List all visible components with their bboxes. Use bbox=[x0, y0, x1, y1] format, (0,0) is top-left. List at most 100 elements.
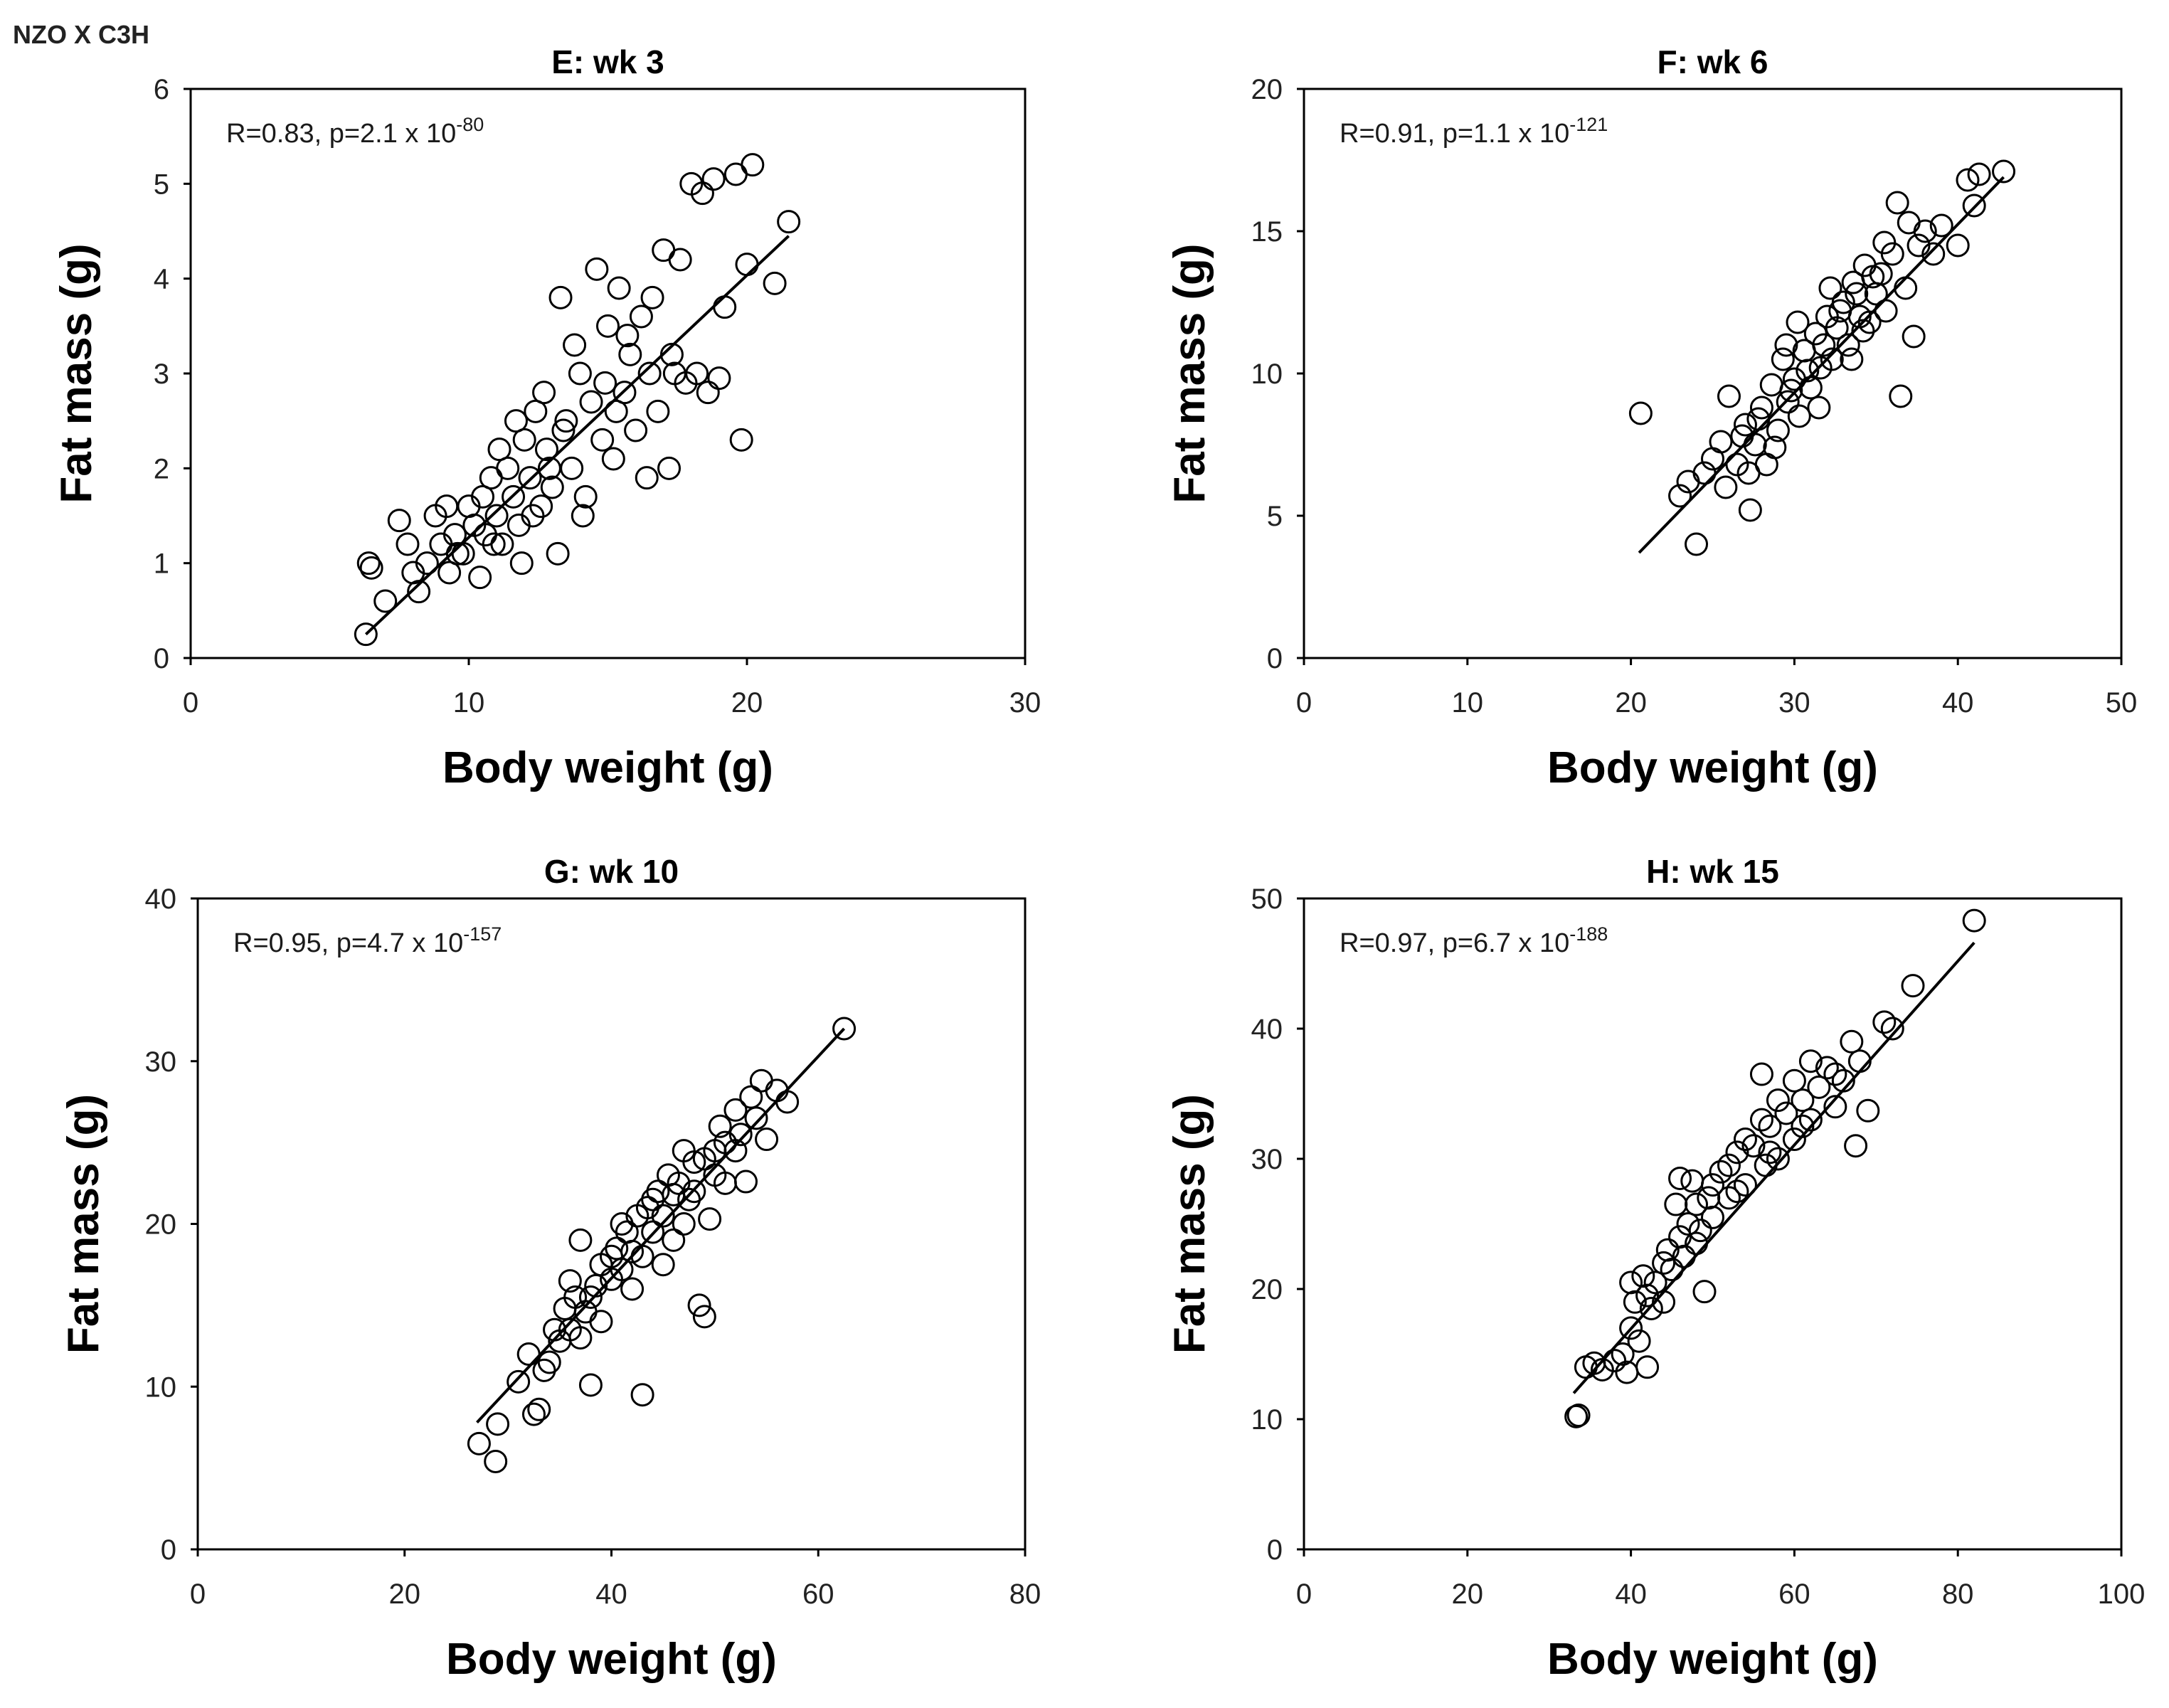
panel-f-xlabel: Body weight (g) bbox=[1547, 743, 1878, 792]
panel-h-data-point bbox=[1782, 1128, 1806, 1152]
panel-h-data-point bbox=[1880, 1017, 1904, 1041]
panel-f-data-point bbox=[1730, 424, 1754, 448]
panel-f-plot-frame bbox=[1303, 87, 2123, 659]
panel-g-annotation-exponent: -157 bbox=[463, 923, 502, 945]
panel-g-xtick-label: 40 bbox=[595, 1579, 627, 1610]
panel-f-data-point bbox=[1921, 242, 1946, 266]
panel-e-data-point bbox=[354, 622, 378, 647]
panel-h-data-point bbox=[1685, 1192, 1709, 1216]
panel-h-data-point bbox=[1798, 1049, 1823, 1073]
panel-e-ytick-label: 3 bbox=[154, 359, 169, 390]
panel-h-data-point bbox=[1680, 1169, 1704, 1193]
panel-h-data-point bbox=[1660, 1258, 1684, 1282]
panel-h-data-point bbox=[1688, 1219, 1712, 1243]
panel-h-data-point bbox=[1631, 1264, 1655, 1288]
panel-e-data-point bbox=[359, 556, 383, 580]
panel-e-data-point bbox=[652, 238, 676, 262]
panel-h-data-point bbox=[1627, 1329, 1651, 1353]
panel-e-data-point bbox=[777, 210, 801, 234]
panel-h-data-point bbox=[1962, 908, 1986, 933]
panel-g-data-point bbox=[568, 1326, 593, 1350]
panel-f-data-point bbox=[1820, 347, 1844, 371]
panel-g-data-point bbox=[708, 1114, 732, 1138]
panel-g-xtick-label: 0 bbox=[190, 1579, 206, 1610]
panel-h-data-point bbox=[1774, 1101, 1798, 1125]
panel-f-data-point bbox=[1897, 211, 1921, 235]
panel-f-data-point bbox=[1746, 407, 1771, 431]
panel-e-title: E: wk 3 bbox=[551, 43, 664, 80]
panel-g-data-point bbox=[749, 1068, 773, 1093]
panel-h-data-point bbox=[1619, 1316, 1643, 1340]
panel-f-data-point bbox=[1738, 498, 1762, 522]
panel-h-data-point bbox=[1668, 1166, 1692, 1190]
panel-h-data-point bbox=[1733, 1173, 1757, 1197]
panel-e-data-point bbox=[607, 276, 631, 300]
panel-e-data-point bbox=[596, 314, 620, 338]
panel-h-data-point bbox=[1635, 1355, 1660, 1379]
panel-g-data-point bbox=[507, 1369, 531, 1394]
panel-f-ytick-label: 5 bbox=[1267, 501, 1283, 532]
panel-e-xtick-label: 20 bbox=[731, 687, 763, 718]
panel-f-data-point bbox=[1929, 213, 1953, 238]
panel-e-data-point bbox=[604, 399, 628, 423]
panel-f-data-point bbox=[1825, 316, 1849, 340]
panel-f-title: F: wk 6 bbox=[1658, 43, 1768, 80]
panel-e-data-point bbox=[484, 504, 509, 528]
panel-g-ytick-label: 20 bbox=[145, 1209, 177, 1241]
panel-f-data-point bbox=[1874, 299, 1898, 323]
panel-h-data-point bbox=[1823, 1095, 1847, 1119]
panel-f-data-point bbox=[1851, 319, 1875, 343]
panel-h-xtick-label: 80 bbox=[1942, 1579, 1974, 1610]
panel-f-data-point bbox=[1714, 475, 1738, 499]
panel-f-data-point bbox=[1807, 396, 1831, 420]
panel-f-data-point bbox=[1786, 310, 1810, 334]
panel-f-data-point bbox=[1956, 168, 1980, 192]
panel-e-data-point bbox=[401, 561, 425, 585]
panel-e-data-point bbox=[532, 381, 556, 405]
panel-g-xtick-label: 80 bbox=[1009, 1579, 1041, 1610]
panel-f-data-point bbox=[1872, 230, 1897, 255]
panel-h-data-point bbox=[1685, 1231, 1709, 1256]
panel-h-data-point bbox=[1692, 1280, 1717, 1304]
panel-f-xtick-label: 30 bbox=[1778, 687, 1810, 718]
panel-e-data-point bbox=[729, 428, 753, 452]
panel-e-annotation-exponent: -80 bbox=[456, 114, 484, 135]
panel-f-data-point bbox=[1885, 191, 1909, 215]
panel-e-data-point bbox=[640, 285, 664, 309]
panel-h-plot-frame bbox=[1303, 897, 2123, 1551]
panel-e-data-point bbox=[502, 484, 526, 509]
panel-h-data-point bbox=[1717, 1186, 1741, 1210]
panel-f-data-point bbox=[1733, 413, 1757, 437]
panel-h-data-point bbox=[1872, 1010, 1897, 1034]
panel-g-data-point bbox=[723, 1098, 748, 1122]
panel-e-data-point bbox=[551, 418, 576, 442]
panel-e-data-point bbox=[593, 371, 617, 395]
panel-h-data-point bbox=[1619, 1271, 1643, 1295]
panel-h-xtick-label: 40 bbox=[1615, 1579, 1647, 1610]
panel-h-ytick-label: 10 bbox=[1251, 1404, 1283, 1436]
panel-e-data-point bbox=[435, 494, 459, 519]
panel-f-xtick-label: 20 bbox=[1615, 687, 1647, 718]
panel-e-data-point bbox=[482, 532, 506, 556]
panel-h-ytick-label: 30 bbox=[1251, 1144, 1283, 1175]
panel-h-data-point bbox=[1717, 1153, 1741, 1177]
panel-g-ytick-label: 30 bbox=[145, 1046, 177, 1078]
panel-f-data-point bbox=[1771, 347, 1795, 371]
panel-h-data-point bbox=[1758, 1114, 1782, 1138]
panel-e-data-point bbox=[521, 504, 545, 528]
panel-f-data-point bbox=[1796, 359, 1820, 383]
panel-g-data-point bbox=[630, 1383, 654, 1407]
panel-f-data-point bbox=[1749, 396, 1773, 420]
panel-h-xtick-label: 0 bbox=[1296, 1579, 1312, 1610]
panel-e-annotation-text: R=0.83, p=2.1 x 10 bbox=[226, 119, 456, 149]
panel-h-data-point bbox=[1847, 1049, 1872, 1073]
panel-e-data-point bbox=[524, 399, 548, 423]
panel-h-xtick-label: 20 bbox=[1452, 1579, 1484, 1610]
panel-f-ytick-label: 15 bbox=[1251, 216, 1283, 248]
panel-e-data-point bbox=[471, 484, 495, 509]
panel-e-ytick-label: 0 bbox=[154, 643, 169, 674]
panel-f-data-point bbox=[1967, 162, 1991, 186]
panel-g-data-point bbox=[682, 1150, 706, 1174]
panel-f-data-point bbox=[1779, 378, 1803, 403]
